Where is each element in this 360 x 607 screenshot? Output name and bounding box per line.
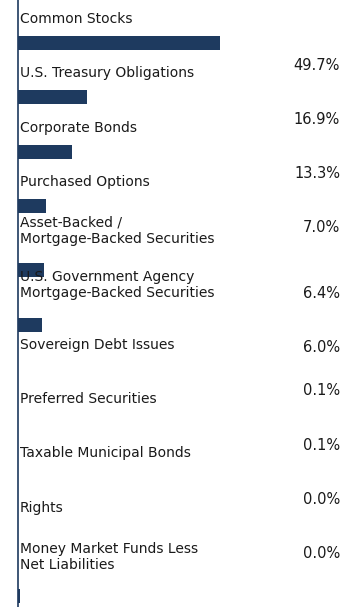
Text: U.S. Government Agency
Mortgage-Backed Securities: U.S. Government Agency Mortgage-Backed S…	[20, 270, 214, 300]
Text: 0.1%: 0.1%	[303, 383, 340, 398]
Bar	[18, 263, 44, 277]
Text: Common Stocks: Common Stocks	[20, 12, 132, 26]
Bar	[18, 144, 72, 158]
Text: 6.4%: 6.4%	[303, 286, 340, 300]
Bar	[18, 199, 46, 213]
Text: U.S. Treasury Obligations: U.S. Treasury Obligations	[20, 66, 194, 80]
Bar	[18, 317, 42, 332]
Text: Corporate Bonds: Corporate Bonds	[20, 121, 137, 135]
Text: Money Market Funds Less
Net Liabilities: Money Market Funds Less Net Liabilities	[20, 541, 198, 572]
Bar	[18, 90, 87, 104]
Bar	[18, 36, 220, 50]
Text: Sovereign Debt Issues: Sovereign Debt Issues	[20, 337, 174, 351]
Text: Preferred Securities: Preferred Securities	[20, 392, 157, 406]
Text: Purchased Options: Purchased Options	[20, 175, 149, 189]
Text: 0.1%: 0.1%	[303, 438, 340, 453]
Text: 7.0%: 7.0%	[303, 220, 340, 236]
Text: 13.3%: 13.3%	[294, 166, 340, 181]
Bar	[18, 589, 20, 603]
Text: 16.9%: 16.9%	[294, 112, 340, 127]
Text: 0.0%: 0.0%	[303, 492, 340, 507]
Text: 6.0%: 6.0%	[303, 340, 340, 355]
Text: 0.0%: 0.0%	[303, 546, 340, 561]
Text: 49.7%: 49.7%	[294, 58, 340, 73]
Text: Rights: Rights	[20, 501, 64, 515]
Text: Asset-Backed /
Mortgage-Backed Securities: Asset-Backed / Mortgage-Backed Securitie…	[20, 216, 214, 246]
Text: Taxable Municipal Bonds: Taxable Municipal Bonds	[20, 446, 191, 460]
